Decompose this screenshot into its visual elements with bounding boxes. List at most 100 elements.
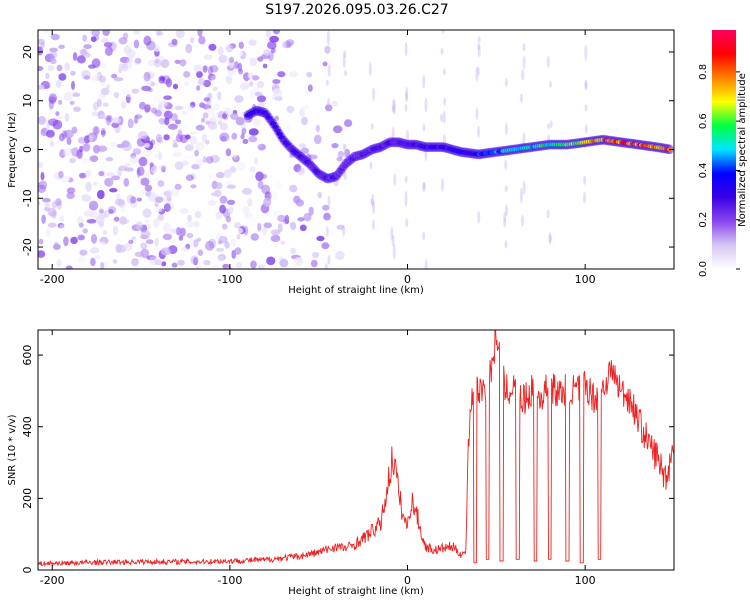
spectrogram-noise-blob: [174, 59, 181, 64]
spectrogram-streak: [372, 200, 376, 214]
spectrogram-noise-blob: [219, 195, 228, 204]
spectrogram-noise-blob: [242, 187, 252, 195]
spectrogram-noise-blob: [279, 258, 289, 268]
spectrogram-noise-blob: [76, 55, 86, 64]
y-tick-label: 400: [21, 416, 34, 437]
spectrogram-noise-blob: [105, 84, 111, 89]
spectrogram-noise-blob: [277, 223, 283, 233]
spectrogram-noise-blob: [218, 54, 228, 64]
spectrogram-streak: [548, 232, 552, 245]
spectrogram-noise-blob: [90, 30, 101, 36]
spectrogram-streak: [391, 105, 395, 113]
spectrogram-noise-blob: [66, 191, 75, 200]
spectrogram-noise-blob: [157, 214, 164, 221]
spectrogram-noise-blob: [165, 189, 173, 198]
spectrogram-noise-blob: [48, 118, 59, 127]
spectrogram-noise-blob: [38, 262, 42, 269]
spectrogram-noise-blob: [324, 45, 331, 54]
spectrogram-noise-blob: [85, 170, 95, 176]
spectrogram-noise-blob: [132, 148, 142, 155]
spectrogram-noise-blob: [299, 108, 306, 117]
spectrogram-noise-blob: [163, 171, 173, 179]
spectrogram-noise-blob: [207, 73, 216, 81]
spectrogram-noise-blob: [115, 243, 122, 253]
spectrogram-noise-blob: [109, 188, 118, 193]
spectrogram-noise-blob: [118, 37, 128, 45]
spectrogram-noise-blob: [134, 114, 139, 124]
spectrogram-noise-blob: [105, 157, 114, 162]
spectrogram-noise-blob: [79, 145, 84, 153]
spectrogram-noise-blob: [76, 215, 84, 226]
spectrogram-streak: [343, 50, 347, 58]
spectrogram-noise-blob: [190, 184, 197, 189]
spectrogram-noise-blob: [250, 260, 257, 269]
spectrogram-noise-blob: [208, 43, 217, 51]
x-tick-label: -200: [40, 574, 65, 587]
spectrogram-noise-blob: [40, 42, 45, 49]
spectrogram-noise-blob: [123, 178, 130, 187]
spectrogram-noise-blob: [230, 112, 239, 120]
spectrogram-streak: [422, 74, 426, 89]
spectrogram-noise-blob: [154, 177, 159, 182]
spectrogram-noise-blob: [196, 85, 201, 91]
spectrogram-noise-blob: [202, 112, 209, 119]
spectrogram-noise-blob: [226, 160, 232, 167]
spectrogram-streak: [327, 64, 331, 78]
spectrogram-streak: [520, 93, 523, 103]
colorbar-tick-label: 0.8: [698, 64, 709, 80]
spectrogram-streak: [505, 204, 508, 217]
spectrogram-streak: [521, 68, 525, 81]
spectrogram-noise-blob: [147, 59, 155, 67]
spectrogram-noise-blob: [193, 220, 200, 228]
spectrogram-noise-blob: [153, 194, 161, 205]
spectrogram-noise-blob: [98, 208, 104, 214]
spectrogram-noise-blob: [116, 236, 123, 245]
spectrogram-noise-blob: [198, 36, 206, 45]
spectrogram-streak: [370, 123, 374, 130]
spectrogram-noise-blob: [209, 65, 219, 73]
spectrogram-noise-blob: [119, 216, 127, 225]
spectrogram-noise-blob: [238, 41, 244, 49]
spectrogram-noise-blob: [344, 148, 351, 158]
spectrogram-noise-blob: [310, 259, 318, 268]
spectrogram-noise-blob: [133, 39, 140, 49]
spectrogram-streak: [583, 175, 587, 185]
spectrogram-noise-blob: [299, 143, 307, 149]
spectrogram-noise-blob: [190, 131, 197, 136]
spectrogram-noise-blob: [212, 86, 218, 91]
spectrogram-noise-blob: [174, 161, 184, 171]
spectrogram-noise-blob: [50, 58, 57, 65]
spectrogram-noise-blob: [189, 135, 198, 145]
spectrogram-noise-blob: [92, 125, 100, 135]
spectrogram-noise-blob: [202, 133, 207, 143]
spectrogram-noise-blob: [70, 70, 76, 76]
spectrogram-noise-blob: [293, 195, 301, 204]
spectrogram-streak: [504, 122, 508, 136]
spectrogram-streak: [342, 53, 346, 68]
spectrogram-streak: [584, 44, 588, 61]
spectrogram-noise-blob: [100, 262, 105, 269]
spectrogram-noise-blob: [256, 80, 265, 89]
spectrogram-noise-blob: [71, 126, 78, 134]
colorbar-ticks: 0.0 0.2 0.4 0.6 0.8: [698, 64, 740, 277]
spectrogram-noise-blob: [164, 117, 170, 126]
spectrogram-noise-blob: [56, 259, 62, 267]
spectrogram-noise-blob: [315, 124, 320, 133]
spectrogram-noise-blob: [47, 64, 55, 72]
x-tick-label: -100: [217, 574, 242, 587]
spectrogram-noise-blob: [297, 167, 305, 175]
colorbar-tick-label: 0.2: [698, 212, 709, 228]
spectrogram-streak: [368, 61, 372, 77]
spectrogram-noise-blob: [226, 184, 236, 189]
spectrogram-noise-blob: [172, 83, 179, 90]
spectrogram-noise-blob: [75, 68, 80, 73]
spectrogram-noise-blob: [160, 247, 171, 256]
spectrogram-noise-blob: [195, 124, 205, 131]
spectrogram-noise-blob: [135, 221, 144, 230]
spectrogram-noise-blob: [269, 191, 278, 201]
spectrogram-noise-blob: [122, 32, 129, 40]
spectrogram-noise-blob: [161, 165, 166, 173]
snr-background: [38, 330, 674, 570]
snr-y-label: SNR (10 * v/v): [7, 414, 18, 485]
spectrogram-noise-blob: [125, 61, 133, 70]
